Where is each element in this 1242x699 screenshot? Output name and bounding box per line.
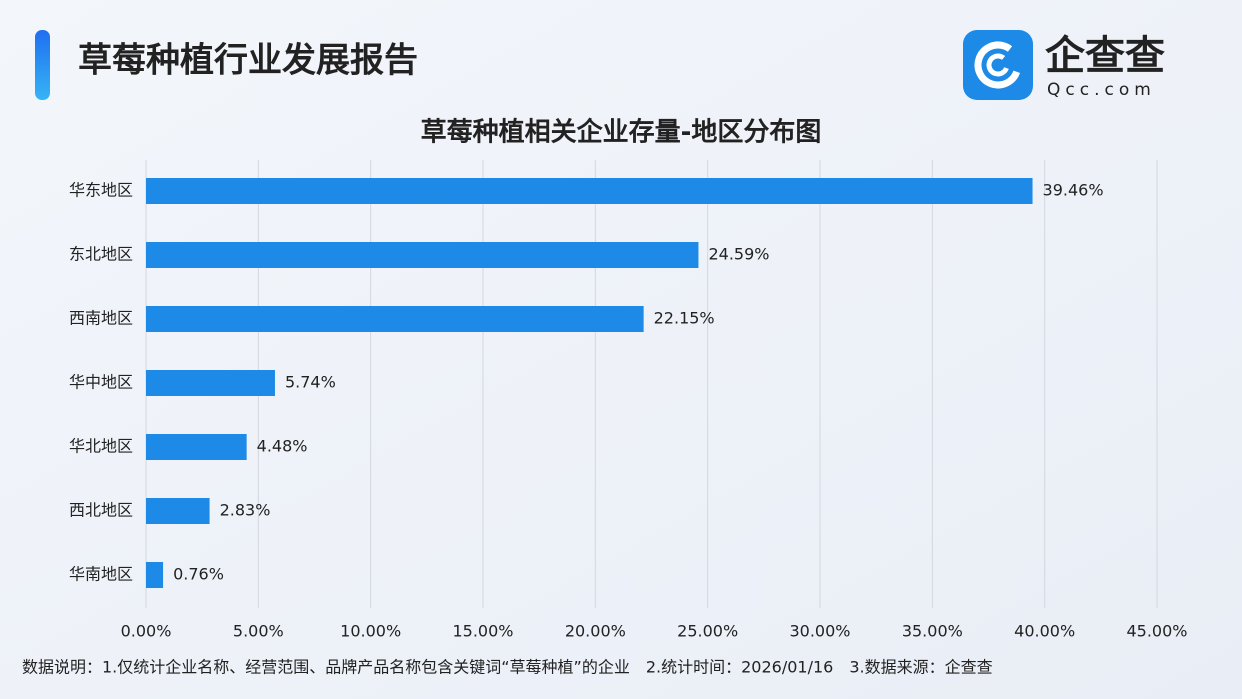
bar (146, 562, 164, 588)
y-tick-label: 东北地区 (69, 245, 133, 264)
x-tick-label: 45.00% (1126, 622, 1187, 641)
y-tick-label: 华北地区 (69, 437, 133, 456)
x-tick-label: 15.00% (452, 622, 513, 641)
chart-title: 草莓种植相关企业存量-地区分布图 (421, 117, 822, 148)
page-title: 草莓种植行业发展报告 (78, 41, 418, 81)
y-tick-label: 华东地区 (69, 181, 133, 200)
x-tick-label: 40.00% (1014, 622, 1075, 641)
x-tick-label: 25.00% (677, 622, 738, 641)
y-tick-label: 西南地区 (69, 309, 133, 328)
logo-icon (963, 30, 1033, 100)
x-tick-label: 5.00% (233, 622, 284, 641)
value-label: 4.48% (257, 437, 308, 456)
bar (146, 242, 699, 268)
value-label: 0.76% (173, 565, 224, 584)
bar (146, 498, 210, 524)
x-tick-label: 30.00% (789, 622, 850, 641)
logo-ring-inner (986, 53, 1010, 77)
value-label: 24.59% (708, 245, 769, 264)
bar (146, 370, 275, 396)
y-tick-label: 西北地区 (69, 501, 133, 520)
bar (146, 178, 1033, 204)
logo-sub: Qcc.com (1047, 80, 1156, 100)
x-tick-label: 10.00% (340, 622, 401, 641)
logo-text: 企查查 (1045, 33, 1165, 79)
x-tick-label: 0.00% (121, 622, 172, 641)
value-label: 2.83% (220, 501, 271, 520)
footer-note: 数据说明：1.仅统计企业名称、经营范围、品牌产品名称包含关键词“草莓种植”的企业… (22, 658, 993, 677)
logo-ring (974, 41, 1022, 89)
bar (146, 434, 247, 460)
accent-bar (35, 30, 50, 100)
bar (146, 306, 644, 332)
value-label: 39.46% (1043, 181, 1104, 200)
y-tick-label: 华中地区 (69, 373, 133, 392)
x-tick-label: 35.00% (902, 622, 963, 641)
value-label: 22.15% (654, 309, 715, 328)
x-tick-label: 20.00% (565, 622, 626, 641)
value-label: 5.74% (285, 373, 336, 392)
y-tick-label: 华南地区 (69, 565, 133, 584)
